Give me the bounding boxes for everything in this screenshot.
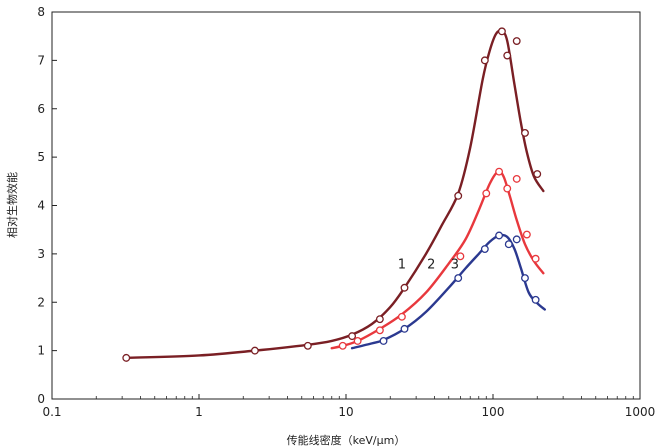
data-point <box>400 283 409 292</box>
curve-label: 3 <box>451 257 459 272</box>
data-point <box>338 341 347 350</box>
y-tick-label: 1 <box>37 344 45 358</box>
y-tick-label: 0 <box>37 392 45 406</box>
data-point <box>375 326 384 335</box>
x-tick-label: 100 <box>482 405 505 419</box>
data-point <box>521 274 529 283</box>
x-tick-label: 1 <box>195 405 203 419</box>
series-line <box>125 29 545 360</box>
y-tick-label: 6 <box>37 102 45 116</box>
data-point <box>480 245 489 253</box>
x-axis: 0.1 1 10 100 1000 <box>42 394 655 419</box>
data-point <box>375 315 384 324</box>
data-point <box>531 254 540 263</box>
annotation-layer: 1 2 3 <box>398 257 459 272</box>
data-point <box>400 324 409 333</box>
data-point <box>521 128 529 137</box>
data-point <box>512 235 521 244</box>
x-tick-label: 10 <box>338 405 353 419</box>
data-point <box>503 51 512 60</box>
data-point <box>512 174 521 183</box>
y-tick-label: 4 <box>37 199 45 213</box>
y-tick-label: 2 <box>37 295 45 309</box>
data-point <box>379 337 388 345</box>
x-tick-label: 1000 <box>625 405 656 419</box>
data-point <box>303 341 312 350</box>
series-layer <box>122 27 546 362</box>
series-1 <box>122 27 545 362</box>
y-axis-label: 相对生物效能 <box>5 172 19 238</box>
x-tick-label: 0.1 <box>42 405 61 419</box>
data-point <box>480 56 489 65</box>
series-3 <box>350 231 546 350</box>
curve-label: 1 <box>398 257 406 272</box>
data-point <box>250 346 259 355</box>
series-2 <box>330 167 545 350</box>
data-point <box>512 37 521 45</box>
data-point <box>122 353 131 362</box>
data-point <box>397 312 406 321</box>
data-point <box>531 295 540 304</box>
data-point <box>353 337 362 345</box>
y-tick-label: 8 <box>37 5 45 19</box>
y-tick-label: 3 <box>37 247 45 261</box>
data-point <box>454 274 463 283</box>
curve-label: 2 <box>427 257 435 272</box>
x-axis-label: 传能线密度（keV/μm） <box>287 433 406 447</box>
data-point <box>495 231 504 240</box>
data-point <box>482 189 491 198</box>
y-tick-label: 5 <box>37 150 45 164</box>
data-point <box>456 252 465 261</box>
y-tick-label: 7 <box>37 53 45 67</box>
plot-frame <box>51 11 641 400</box>
data-point <box>522 230 531 239</box>
y-axis: 0 1 2 3 4 5 6 7 8 <box>37 5 57 406</box>
data-point <box>495 167 504 176</box>
data-point <box>348 332 357 341</box>
data-point <box>533 170 542 179</box>
data-point <box>454 191 463 200</box>
data-point <box>497 27 506 36</box>
series-line <box>330 170 545 350</box>
data-point <box>504 240 513 249</box>
data-point <box>503 184 512 193</box>
